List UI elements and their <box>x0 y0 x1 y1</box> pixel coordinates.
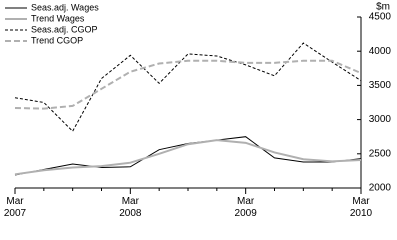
x-tick-label: Mar 2009 <box>234 196 257 219</box>
series-line <box>14 139 362 176</box>
y-tick-label: 2500 <box>369 148 392 159</box>
chart: $m 2000 2500 3000 3500 4000 4500 Seas.adj. Wag… <box>3 2 392 219</box>
legend-label: Trend Wages <box>31 13 85 23</box>
legend-label: Seas.adj. CGOP <box>31 24 98 34</box>
x-tick-label: Mar 2008 <box>119 196 142 219</box>
x-tick-label: Mar 2007 <box>3 196 27 219</box>
legend-label: Trend CGOP <box>31 35 83 45</box>
chart-svg: $m 2000 2500 3000 3500 4000 4500 Seas.adj. Wag… <box>5 2 392 194</box>
series-line <box>14 136 362 176</box>
y-tick-label: 4000 <box>369 46 392 57</box>
legend-label: Seas.adj. Wages <box>31 2 99 12</box>
y-tick-label: 2000 <box>369 183 392 194</box>
x-tick-label: Mar 2010 <box>349 196 373 219</box>
y-tick-label: 3500 <box>369 80 392 91</box>
y-tick-label: 3000 <box>369 114 392 125</box>
y-axis-label: $m <box>376 2 390 13</box>
series-line <box>14 42 362 133</box>
y-tick-label: 4500 <box>369 12 392 23</box>
series-line <box>14 59 362 110</box>
